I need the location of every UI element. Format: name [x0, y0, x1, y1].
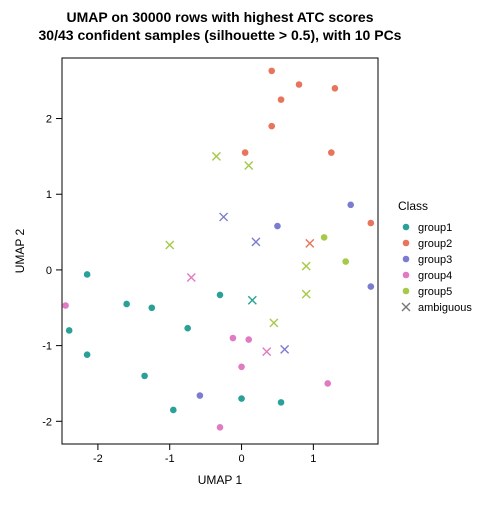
- data-point: [238, 395, 245, 402]
- data-point: [84, 271, 91, 278]
- data-point: [170, 407, 177, 414]
- chart-title-line2: 30/43 confident samples (silhouette > 0.…: [39, 27, 402, 43]
- data-point: [217, 292, 224, 299]
- x-tick-label: -2: [93, 453, 103, 465]
- legend-marker: [403, 256, 410, 263]
- data-point: [242, 149, 249, 156]
- legend-label: group2: [418, 238, 452, 250]
- data-point: [148, 304, 155, 311]
- data-point: [347, 202, 354, 209]
- data-point: [368, 220, 375, 227]
- data-point: [66, 327, 73, 334]
- y-tick-label: 0: [46, 265, 52, 277]
- legend-label: group5: [418, 286, 452, 298]
- x-tick-label: 0: [238, 453, 244, 465]
- x-axis-label: UMAP 1: [198, 473, 243, 487]
- legend-label: group1: [418, 222, 452, 234]
- data-point: [238, 364, 245, 371]
- data-point: [278, 96, 285, 103]
- data-point: [123, 301, 130, 308]
- chart-title-line1: UMAP on 30000 rows with highest ATC scor…: [66, 9, 373, 25]
- y-tick-label: 2: [46, 114, 52, 126]
- legend-title: Class: [398, 199, 428, 213]
- legend-label: group4: [418, 270, 452, 282]
- y-tick-label: -1: [42, 341, 52, 353]
- legend-marker: [403, 288, 410, 295]
- data-point: [328, 149, 335, 156]
- data-point: [324, 380, 331, 387]
- legend-label: group3: [418, 254, 452, 266]
- data-point: [230, 335, 237, 342]
- x-tick-label: -1: [165, 453, 175, 465]
- data-point: [296, 81, 303, 88]
- data-point: [245, 336, 252, 343]
- data-point: [62, 302, 69, 309]
- data-point: [332, 85, 339, 92]
- y-tick-label: -2: [42, 416, 52, 428]
- data-point: [268, 68, 275, 75]
- data-point: [278, 399, 285, 406]
- legend-marker: [403, 272, 410, 279]
- y-tick-label: 1: [46, 189, 52, 201]
- legend-marker: [403, 240, 410, 247]
- umap-scatter-chart: UMAP on 30000 rows with highest ATC scor…: [0, 0, 504, 504]
- x-tick-label: 1: [310, 453, 316, 465]
- data-point: [217, 424, 224, 431]
- data-point: [197, 392, 204, 399]
- data-point: [268, 123, 275, 130]
- data-point: [321, 234, 328, 241]
- data-point: [84, 351, 91, 358]
- data-point: [184, 325, 191, 332]
- data-point: [141, 373, 148, 380]
- legend-label: ambiguous: [418, 302, 472, 314]
- legend-marker: [403, 224, 410, 231]
- data-point: [342, 258, 349, 265]
- data-point: [368, 283, 375, 290]
- data-point: [274, 223, 281, 230]
- y-axis-label: UMAP 2: [13, 228, 27, 273]
